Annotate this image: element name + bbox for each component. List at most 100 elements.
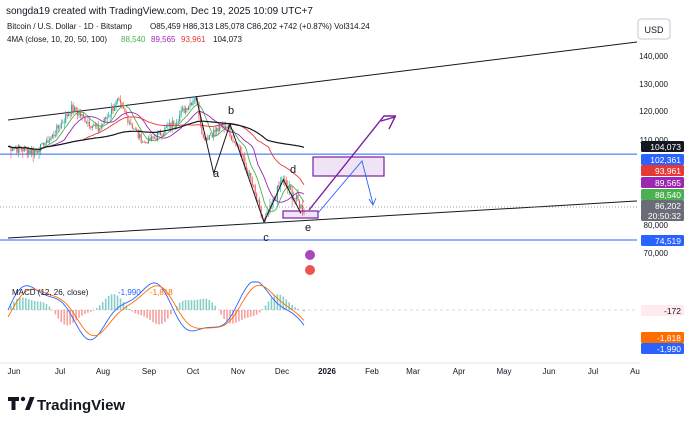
candle-body bbox=[114, 108, 115, 111]
candle-body bbox=[86, 122, 87, 123]
candle-body bbox=[194, 100, 195, 101]
x-tick-label: Mar bbox=[406, 367, 420, 376]
candle-body bbox=[37, 152, 38, 153]
macd-histogram-bar bbox=[220, 310, 222, 315]
price-badge-label: 102,361 bbox=[650, 155, 681, 165]
macd-histogram-bar bbox=[34, 301, 36, 310]
candle-body bbox=[250, 173, 251, 178]
macd-histogram-bar bbox=[155, 310, 157, 324]
candle-body bbox=[138, 131, 139, 138]
created-line: songda19 created with TradingView.com, D… bbox=[6, 6, 313, 17]
macd-histogram-bar bbox=[268, 302, 270, 310]
candle-body bbox=[225, 126, 226, 128]
x-tick-label: Jun bbox=[543, 367, 556, 376]
candle-body bbox=[151, 137, 152, 141]
candle-body bbox=[74, 107, 75, 112]
candle-body bbox=[166, 127, 167, 128]
macd-histogram-bar bbox=[99, 305, 101, 310]
candle-body bbox=[249, 173, 250, 176]
candle-body bbox=[181, 110, 182, 114]
macd-histogram-bar bbox=[75, 310, 77, 320]
macd-histogram-bar bbox=[280, 295, 282, 310]
candle-body bbox=[41, 143, 42, 144]
candle-body bbox=[185, 108, 186, 113]
candle-body bbox=[145, 142, 146, 143]
candle-body bbox=[135, 129, 136, 130]
macd-histogram-bar bbox=[66, 310, 68, 325]
wave-label: d bbox=[290, 164, 296, 176]
macd-histogram-bar bbox=[262, 309, 264, 310]
macd-histogram-bar bbox=[164, 310, 166, 322]
candle-body bbox=[184, 108, 185, 112]
candle-body bbox=[87, 122, 88, 123]
candle-body bbox=[139, 134, 140, 138]
candle-body bbox=[144, 142, 145, 143]
candle-body bbox=[110, 114, 111, 116]
candle-body bbox=[49, 141, 50, 143]
macd-histogram-bar bbox=[158, 310, 160, 325]
candle-body bbox=[127, 115, 128, 122]
macd-histogram-bar bbox=[132, 310, 134, 312]
candle-body bbox=[47, 140, 48, 142]
ma20-value: 89,565 bbox=[151, 35, 176, 44]
macd-histogram-bar bbox=[60, 310, 62, 322]
candle-body bbox=[203, 134, 204, 137]
macd-histogram-bar bbox=[149, 310, 151, 320]
candle-body bbox=[296, 195, 297, 199]
logo-text: TradingView bbox=[37, 397, 125, 414]
macd-histogram-bar bbox=[226, 310, 228, 322]
candle-body bbox=[295, 198, 296, 199]
y-tick-label: 130,000 bbox=[639, 80, 668, 89]
candle-body bbox=[64, 122, 65, 123]
candle-body bbox=[178, 121, 179, 122]
candle-body bbox=[90, 126, 91, 128]
macd-histogram-bar bbox=[274, 295, 276, 310]
candle-body bbox=[141, 134, 142, 142]
candle-body bbox=[133, 128, 134, 129]
macd-histogram-bar bbox=[19, 298, 21, 310]
macd-histogram-bar bbox=[31, 300, 33, 310]
macd-histogram-bar bbox=[223, 310, 225, 319]
x-tick-label: Sep bbox=[142, 367, 157, 376]
candle-body bbox=[176, 122, 177, 124]
candle-body bbox=[132, 125, 133, 129]
signal-value: -1,818 bbox=[150, 288, 173, 297]
candle-body bbox=[209, 135, 210, 139]
event-icon bbox=[305, 250, 315, 260]
candle-body bbox=[80, 113, 81, 116]
candle-body bbox=[155, 138, 156, 140]
candle-body bbox=[243, 156, 244, 157]
candle-body bbox=[121, 103, 122, 106]
macd-histogram-bar bbox=[250, 310, 252, 317]
macd-histogram-bar bbox=[303, 310, 305, 311]
candle-body bbox=[55, 135, 56, 136]
candle-body bbox=[259, 200, 260, 206]
candle-body bbox=[212, 135, 213, 138]
macd-histogram-bar bbox=[120, 298, 122, 310]
candle-body bbox=[12, 150, 13, 151]
candle-body bbox=[238, 145, 239, 147]
candle-body bbox=[111, 108, 112, 115]
x-tick-label: Nov bbox=[231, 367, 245, 376]
candle-body bbox=[299, 201, 300, 209]
price-badge-label: 93,961 bbox=[655, 166, 681, 176]
candle-body bbox=[130, 122, 131, 124]
candle-body bbox=[83, 114, 84, 116]
candle-body bbox=[129, 122, 130, 123]
candle-body bbox=[213, 130, 214, 138]
ma50-value: 93,961 bbox=[181, 35, 206, 44]
macd-histogram-bar bbox=[43, 302, 45, 310]
candle-body bbox=[70, 114, 71, 115]
macd-histogram-bar bbox=[206, 299, 208, 310]
macd-histogram-bar bbox=[84, 310, 86, 314]
macd-histogram-bar bbox=[146, 310, 148, 318]
candle-body bbox=[113, 108, 114, 111]
candle-body bbox=[120, 100, 121, 103]
macd-histogram-bar bbox=[108, 296, 110, 310]
macd-histogram-bar bbox=[265, 306, 267, 310]
candle-body bbox=[182, 108, 183, 110]
x-tick-label: Oct bbox=[187, 367, 200, 376]
candle-body bbox=[52, 135, 53, 138]
candle-body bbox=[56, 125, 57, 135]
